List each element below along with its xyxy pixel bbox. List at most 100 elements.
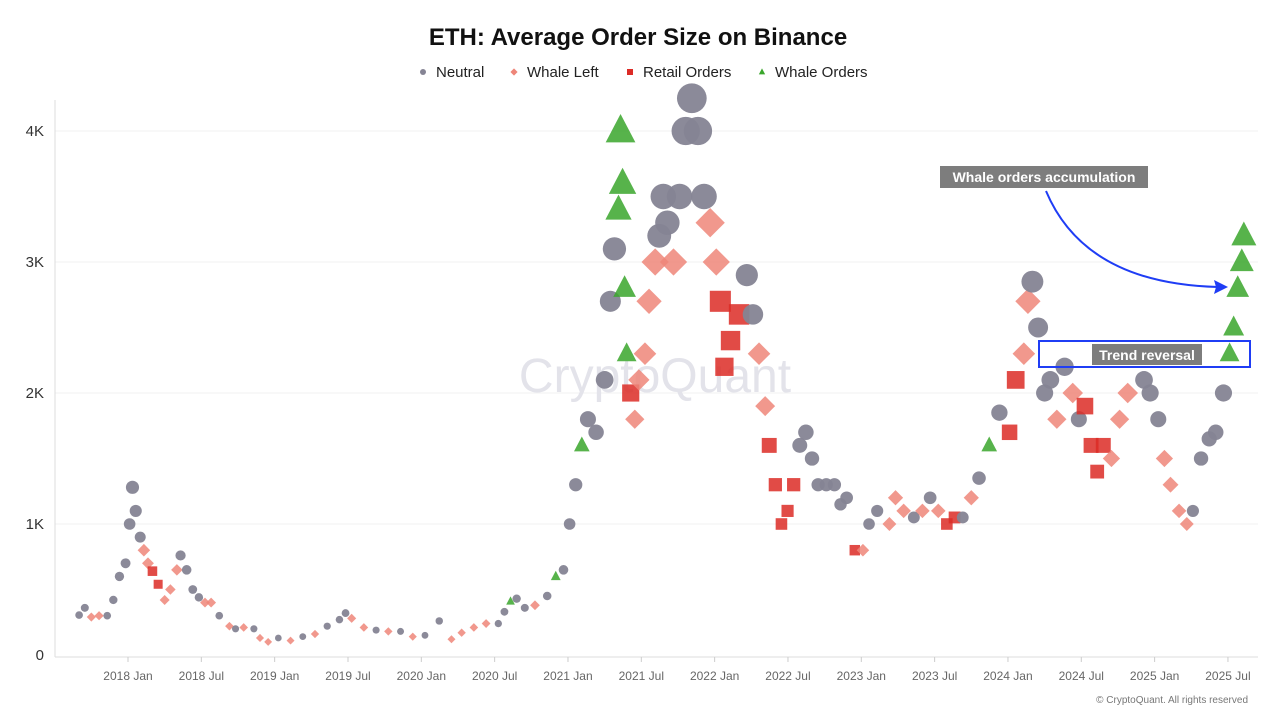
point-neutral	[666, 183, 693, 210]
legend-item-whale-left[interactable]: Whale Left	[510, 64, 600, 81]
y-tick-label: 3K	[26, 254, 44, 271]
legend-item-retail-orders[interactable]: Retail Orders	[627, 64, 731, 81]
circle-marker-icon	[420, 69, 426, 75]
point-whale-left	[206, 597, 217, 608]
point-neutral	[231, 625, 240, 633]
point-neutral	[299, 633, 307, 641]
point-whale-left	[159, 594, 170, 605]
x-tick-label: 2025 Jan	[1130, 669, 1179, 683]
point-neutral	[512, 594, 521, 603]
point-whale-left	[239, 623, 249, 632]
legend-item-neutral[interactable]: Neutral	[420, 64, 484, 81]
trend-reversal-box	[1038, 340, 1251, 368]
point-whale-left	[225, 621, 234, 631]
point-whale-left	[86, 612, 96, 622]
data-points	[75, 83, 1257, 646]
point-neutral	[827, 478, 842, 492]
point-whale-orders	[1223, 315, 1245, 336]
point-retail-orders	[715, 357, 734, 376]
x-tick-label: 2022 Jan	[690, 669, 739, 683]
point-whale-left	[142, 557, 154, 570]
annotation-label: Trend reversal	[1099, 347, 1195, 363]
point-neutral	[602, 237, 627, 261]
square-marker-icon	[627, 69, 633, 75]
point-neutral	[956, 511, 969, 524]
point-whale-orders	[981, 436, 998, 452]
point-neutral	[1141, 384, 1159, 402]
point-retail-orders	[761, 437, 777, 453]
point-neutral	[579, 411, 596, 428]
point-retail-orders	[948, 511, 961, 524]
point-whale-left	[408, 632, 417, 641]
x-tick-label: 2023 Jul	[912, 669, 957, 683]
y-tick-label: 0	[36, 647, 44, 664]
point-neutral	[494, 619, 502, 628]
annotation-label: Whale orders accumulation	[953, 169, 1136, 185]
point-whale-orders	[605, 194, 632, 220]
point-neutral	[871, 504, 884, 517]
point-neutral	[181, 565, 192, 575]
x-tick-label: 2024 Jul	[1059, 669, 1104, 683]
point-whale-orders	[1229, 248, 1254, 272]
point-whale-orders	[616, 342, 637, 362]
legend-label: Whale Orders	[775, 64, 868, 81]
point-whale-left	[200, 597, 210, 608]
x-tick-label: 2024 Jan	[983, 669, 1032, 683]
point-neutral	[595, 371, 614, 389]
point-neutral	[188, 585, 198, 594]
point-whale-left	[882, 517, 897, 531]
point-neutral	[125, 480, 140, 494]
point-retail-orders	[709, 290, 731, 312]
point-neutral	[194, 593, 204, 602]
triangle-marker-icon	[758, 68, 766, 75]
point-retail-orders	[1095, 437, 1111, 453]
point-whale-left	[457, 628, 466, 637]
point-neutral	[335, 615, 344, 624]
point-neutral	[735, 264, 758, 287]
point-retail-orders	[787, 478, 801, 492]
point-neutral	[683, 116, 713, 146]
point-neutral	[840, 491, 853, 505]
point-whale-left	[286, 636, 295, 645]
x-tick-label: 2020 Jul	[472, 669, 517, 683]
legend[interactable]: Neutral Whale Left Retail Orders Whale Orde…	[420, 64, 868, 81]
point-neutral	[655, 210, 680, 235]
point-whale-left	[1171, 503, 1187, 519]
x-tick-label: 2022 Jul	[765, 669, 810, 683]
point-whale-orders	[1226, 275, 1250, 297]
point-neutral	[129, 504, 142, 517]
point-whale-left	[963, 490, 979, 506]
point-whale-left	[481, 619, 491, 628]
point-whale-left	[310, 629, 320, 639]
point-neutral	[991, 404, 1008, 421]
point-retail-orders	[849, 544, 861, 556]
point-whale-orders	[573, 436, 590, 452]
point-whale-orders	[1219, 342, 1240, 362]
point-neutral	[742, 304, 764, 325]
point-whale-left	[255, 633, 265, 643]
point-whale-left	[625, 409, 645, 429]
point-neutral	[798, 424, 814, 441]
point-whale-orders	[613, 275, 636, 297]
y-tick-label: 1K	[26, 516, 44, 533]
point-neutral	[1070, 411, 1087, 428]
point-neutral	[1186, 504, 1199, 517]
legend-item-whale-orders[interactable]: Whale Orders	[758, 64, 868, 81]
point-whale-orders	[605, 114, 636, 143]
point-neutral	[804, 451, 820, 466]
point-neutral	[134, 531, 146, 543]
point-whale-left	[636, 288, 662, 314]
point-neutral	[792, 437, 808, 453]
point-retail-orders	[1001, 424, 1018, 441]
point-whale-left	[633, 342, 657, 366]
point-whale-left	[171, 564, 183, 576]
copyright: © CryptoQuant. All rights reserved	[1096, 695, 1248, 706]
point-neutral	[123, 518, 136, 530]
legend-label: Retail Orders	[643, 64, 731, 81]
point-whale-left	[1012, 342, 1036, 366]
point-whale-left	[1155, 449, 1174, 468]
point-neutral	[274, 634, 282, 642]
point-whale-left	[915, 503, 930, 519]
point-neutral	[907, 511, 920, 524]
